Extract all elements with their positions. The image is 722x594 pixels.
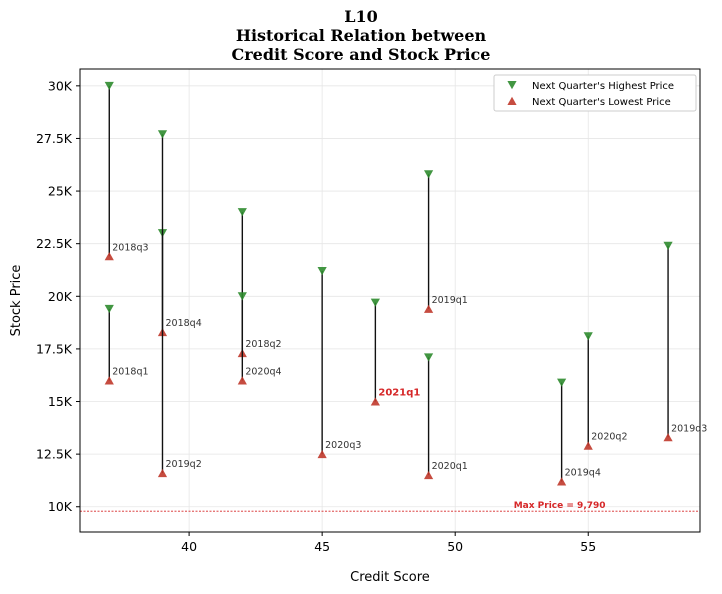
- y-tick-label: 25K: [48, 184, 73, 199]
- low-price-marker: [104, 376, 114, 385]
- y-axis: 10K 12.5K 15K 17.5K 20K 22.5K 25K 27.5K 30K: [36, 78, 80, 514]
- reference-line-group: Max Price = 9,790: [80, 501, 700, 512]
- low-price-marker: [423, 304, 434, 313]
- low-price-marker: [557, 477, 567, 486]
- low-price-marker: [370, 397, 380, 406]
- high-price-marker: [157, 130, 168, 139]
- data-point-group: 2019q4: [557, 378, 601, 486]
- data-point-group: 2018q3: [104, 81, 149, 261]
- high-price-marker: [423, 170, 434, 179]
- high-price-marker: [104, 304, 114, 314]
- y-tick-label: 27.5K: [36, 131, 73, 146]
- low-price-marker: [423, 470, 434, 480]
- low-price-marker: [663, 433, 673, 442]
- y-tick-label: 20K: [48, 289, 73, 304]
- data-point-group: 2020q3: [317, 267, 361, 459]
- x-tick-label: 50: [447, 539, 463, 554]
- point-label: 2018q4: [165, 318, 201, 329]
- point-label: 2020q1: [432, 461, 468, 472]
- high-price-marker: [557, 378, 567, 387]
- y-axis-label: Stock Price: [9, 265, 24, 337]
- data-point-group: 2019q1: [423, 170, 468, 313]
- point-label: 2020q3: [325, 440, 361, 451]
- x-tick-label: 40: [181, 539, 197, 554]
- legend-low-label: Next Quarter's Lowest Price: [532, 97, 671, 108]
- legend-high-marker: [507, 81, 517, 90]
- y-tick-label: 10K: [48, 499, 73, 514]
- point-label: 2019q2: [165, 459, 201, 470]
- x-tick-label: 55: [580, 539, 596, 554]
- high-price-marker: [423, 353, 434, 362]
- high-price-marker: [370, 298, 380, 307]
- data-point-group: 2019q3: [663, 241, 707, 442]
- legend-box: [493, 74, 697, 112]
- data-point-group: 2020q2: [583, 332, 628, 450]
- title-line: Historical Relation between: [236, 26, 487, 45]
- high-price-marker: [237, 292, 247, 301]
- point-label: 2018q2: [245, 339, 281, 350]
- high-price-marker: [104, 81, 114, 91]
- point-label: 2019q3: [671, 423, 707, 434]
- data-point-group: 2018q1: [104, 304, 149, 385]
- y-tick-label: 15K: [48, 394, 73, 409]
- data-point-group: 2020q4: [237, 292, 282, 385]
- point-label: 2020q2: [591, 432, 627, 443]
- data-point-group: 2021q1: [370, 298, 420, 406]
- y-tick-label: 22.5K: [36, 236, 73, 251]
- legend: Next Quarter's Highest Price Next Quarter…: [493, 74, 697, 112]
- x-axis-label: Credit Score: [350, 570, 430, 585]
- series-group: 2018q1 2018q3 2018q4 2019q2 2018q2 2020q4 2020…: [104, 81, 707, 486]
- y-tick-label: 17.5K: [36, 341, 73, 356]
- data-point-group: 2020q1: [423, 353, 468, 480]
- legend-high-label: Next Quarter's Highest Price: [532, 81, 674, 92]
- title-line: Credit Score and Stock Price: [232, 45, 491, 64]
- point-label: 2019q1: [432, 295, 468, 306]
- low-price-marker: [237, 376, 247, 385]
- data-point-group: 2018q2: [237, 208, 282, 358]
- x-axis: 40 45 50 55: [181, 532, 596, 554]
- plot-frame: [79, 68, 701, 533]
- high-price-marker: [583, 332, 593, 341]
- point-label: 2020q4: [245, 366, 281, 377]
- point-label: 2021q1: [378, 388, 420, 399]
- low-price-marker: [157, 468, 168, 478]
- high-price-marker: [663, 241, 673, 250]
- point-label: 2018q1: [112, 366, 148, 377]
- high-price-marker: [317, 267, 327, 276]
- title-line: L10: [344, 7, 378, 26]
- legend-low-marker: [507, 96, 517, 105]
- y-tick-label: 30K: [48, 78, 73, 93]
- high-price-marker: [237, 208, 247, 217]
- reference-line-label: Max Price = 9,790: [514, 501, 606, 511]
- low-price-marker: [583, 441, 593, 450]
- x-tick-label: 45: [314, 539, 330, 554]
- point-label: 2018q3: [112, 242, 148, 253]
- point-label: 2019q4: [565, 467, 601, 478]
- low-price-marker: [317, 449, 327, 459]
- data-point-group: 2018q4: [157, 229, 202, 337]
- data-point-group: 2019q2: [157, 130, 202, 478]
- y-tick-label: 12.5K: [36, 447, 73, 462]
- low-price-marker: [104, 252, 114, 261]
